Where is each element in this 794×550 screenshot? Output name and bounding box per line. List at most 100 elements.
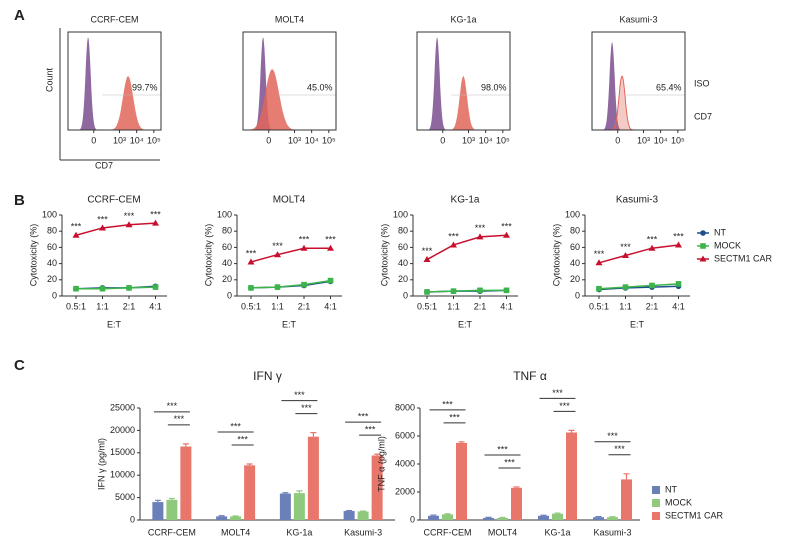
x-tick-label: 2:1 xyxy=(123,301,136,311)
legend-label: NT xyxy=(665,484,677,494)
y-tick-label: 60 xyxy=(570,242,580,252)
x-tick-label: 10³ xyxy=(113,135,126,145)
point xyxy=(301,281,307,288)
y-axis-label: Cytotoxicity (%) xyxy=(551,224,561,287)
significance: *** xyxy=(475,223,486,233)
significance: *** xyxy=(97,214,108,224)
x-tick-label: 0.5:1 xyxy=(241,301,261,311)
legend-swatch xyxy=(652,499,660,507)
error-bar xyxy=(513,486,520,488)
error-bar xyxy=(623,473,630,480)
x-tick-label: 10⁵ xyxy=(147,135,161,145)
percent-label: 99.7% xyxy=(132,82,158,92)
bar xyxy=(343,511,355,520)
significance: *** xyxy=(150,209,161,219)
significance: *** xyxy=(237,434,248,444)
percent-label: 65.4% xyxy=(656,82,682,92)
bar xyxy=(483,517,494,520)
error-bar xyxy=(154,499,161,503)
series-line xyxy=(426,234,507,261)
bar xyxy=(497,517,508,520)
iso-histogram xyxy=(592,42,685,130)
y-tick-label: 8000 xyxy=(395,402,415,412)
x-axis-label: E:T xyxy=(107,319,122,329)
legend-label: ISO xyxy=(694,78,710,88)
significance: *** xyxy=(358,412,369,422)
y-tick-label: 20 xyxy=(398,274,408,284)
error-bar xyxy=(595,516,602,518)
y-tick-label: 100 xyxy=(565,209,580,219)
plot-frame xyxy=(242,31,337,131)
plot-title: CCRF-CEM xyxy=(91,14,139,24)
plot-title: Kasumi-3 xyxy=(616,195,659,206)
significance: *** xyxy=(325,235,336,245)
error-bar xyxy=(458,441,465,443)
point xyxy=(72,231,80,238)
bar xyxy=(538,515,549,520)
series-line xyxy=(598,244,679,264)
bar xyxy=(293,493,305,520)
bar xyxy=(428,515,439,520)
x-axis-label: E:T xyxy=(282,319,297,329)
plot-frame xyxy=(591,31,686,131)
bar xyxy=(371,455,383,520)
significance: *** xyxy=(501,222,512,232)
point xyxy=(247,258,255,265)
y-tick-label: 100 xyxy=(217,209,232,219)
x-tick-label: 1:1 xyxy=(447,301,460,311)
y-tick-label: 60 xyxy=(47,242,57,252)
significance: *** xyxy=(497,444,508,454)
point xyxy=(700,243,706,249)
x-tick-label: Kasumi-3 xyxy=(344,527,382,537)
x-tick-label: 0.5:1 xyxy=(417,301,437,311)
y-tick-label: 0 xyxy=(52,290,57,300)
series-line xyxy=(75,222,156,236)
x-tick-label: 0 xyxy=(91,135,96,145)
point xyxy=(99,224,106,231)
y-tick-label: 0 xyxy=(227,290,232,300)
panel-letter: B xyxy=(14,192,25,209)
legend-label: NT xyxy=(714,227,726,237)
x-tick-label: 10⁴ xyxy=(130,135,144,145)
y-tick-label: 60 xyxy=(222,242,232,252)
error-bar xyxy=(374,453,381,456)
x-tick-label: 10³ xyxy=(462,135,475,145)
significance: *** xyxy=(448,231,459,241)
x-tick-label: 1:1 xyxy=(96,301,109,311)
bar xyxy=(307,436,319,520)
point xyxy=(595,259,603,266)
significance: *** xyxy=(614,444,625,454)
point xyxy=(503,231,510,238)
plot-title: KG-1a xyxy=(450,14,476,24)
x-tick-label: Kasumi-3 xyxy=(593,527,631,537)
x-tick-label: CCRF-CEM xyxy=(148,527,196,537)
y-tick-label: 100 xyxy=(393,209,408,219)
y-tick-label: 4000 xyxy=(395,458,415,468)
legend-label: SECTM1 CAR xyxy=(714,253,773,263)
bar xyxy=(511,487,522,520)
bar xyxy=(621,479,632,520)
point xyxy=(476,233,484,240)
iso-histogram xyxy=(68,37,161,130)
point xyxy=(596,285,602,292)
plot-title: TNF α xyxy=(513,369,547,383)
x-tick-label: KG-1a xyxy=(544,527,570,537)
plot-frame xyxy=(67,31,162,131)
x-tick-label: 0.5:1 xyxy=(589,301,609,311)
significance: *** xyxy=(607,431,618,441)
y-tick-label: 40 xyxy=(570,258,580,268)
significance: *** xyxy=(442,399,453,409)
error-bar xyxy=(430,514,437,516)
significance: *** xyxy=(449,412,460,422)
point xyxy=(274,251,281,258)
y-tick-label: 0 xyxy=(403,290,408,300)
error-bar xyxy=(568,429,575,433)
x-tick-label: KG-1a xyxy=(286,527,312,537)
x-tick-label: 10⁵ xyxy=(671,135,685,145)
point xyxy=(300,244,308,251)
y-axis-label: Cytotoxicity (%) xyxy=(203,224,213,287)
y-tick-label: 40 xyxy=(222,258,232,268)
x-axis-label: E:T xyxy=(630,319,645,329)
point xyxy=(503,287,510,294)
